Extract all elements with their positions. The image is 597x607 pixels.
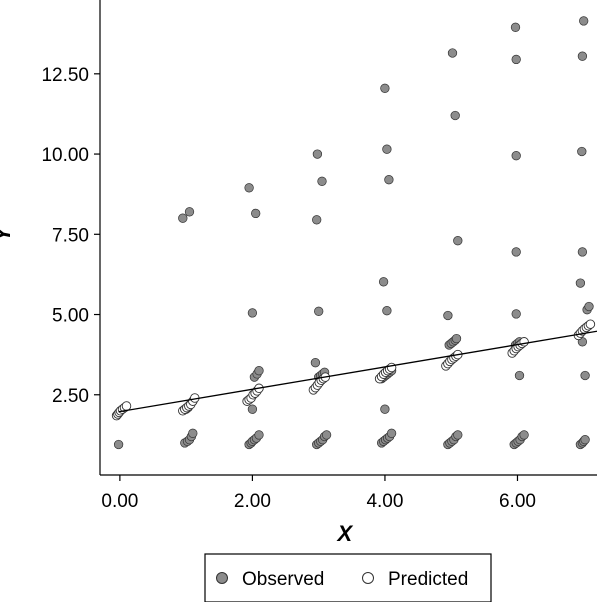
- observed-point: [575, 278, 586, 288]
- predicted-point: [121, 401, 132, 411]
- predicted-point: [519, 337, 529, 347]
- data-points: [111, 16, 596, 450]
- y-axis-label: Y: [0, 225, 15, 242]
- observed-point: [247, 404, 258, 414]
- observed-point: [380, 83, 390, 93]
- observed-point: [511, 247, 521, 257]
- observed-point: [384, 175, 394, 185]
- x-axis-label: X: [335, 521, 353, 546]
- legend-observed-label: Observed: [242, 569, 324, 590]
- observed-point: [380, 404, 390, 414]
- legend-box: [204, 553, 492, 603]
- observed-point: [451, 333, 462, 344]
- observed-point: [447, 48, 458, 58]
- x-tick-label: 0.00: [101, 491, 138, 512]
- observed-point: [254, 430, 264, 440]
- observed-point: [310, 358, 321, 368]
- observed-point: [188, 428, 198, 438]
- observed-point: [113, 439, 124, 450]
- observed-point: [382, 144, 392, 154]
- observed-point: [519, 430, 529, 440]
- observed-point: [178, 213, 188, 223]
- y-tick-label: 2.50: [52, 386, 89, 407]
- observed-point: [382, 306, 392, 316]
- observed-point: [378, 277, 389, 287]
- predicted-point: [386, 362, 397, 373]
- y-tick-label: 7.50: [52, 225, 89, 246]
- y-tick-label: 10.00: [41, 145, 89, 166]
- legend: Observed Predicted: [204, 553, 492, 603]
- observed-point: [577, 146, 587, 157]
- predicted-point: [585, 319, 596, 329]
- observed-point: [450, 110, 460, 121]
- observed-point: [184, 207, 195, 217]
- x-tick-label: 2.00: [234, 491, 271, 512]
- observed-point: [584, 301, 594, 312]
- observed-point: [312, 215, 322, 225]
- axis-labels: XY: [0, 225, 353, 546]
- legend-predicted-label: Predicted: [388, 569, 468, 590]
- observed-point: [580, 435, 590, 445]
- observed-point: [317, 176, 327, 186]
- legend-predicted-marker: [362, 572, 374, 584]
- observed-point: [443, 310, 453, 321]
- observed-point: [577, 247, 588, 257]
- observed-point: [453, 430, 463, 440]
- observed-point: [577, 51, 588, 61]
- observed-point: [453, 236, 463, 246]
- fit-line-group: [118, 330, 597, 413]
- observed-point: [314, 306, 324, 316]
- observed-point: [511, 309, 521, 319]
- x-tick-label: 4.00: [366, 491, 403, 512]
- observed-point: [511, 151, 521, 161]
- axes: [99, 0, 597, 476]
- observed-point: [511, 54, 521, 65]
- observed-point: [321, 430, 332, 440]
- observed-point: [312, 149, 323, 159]
- observed-point: [580, 370, 590, 381]
- legend-observed-marker: [216, 572, 228, 584]
- axis-ticks: 0.00 2.00 4.00 6.00 2.50 5.00 7.50 10.00 12.50: [41, 65, 536, 512]
- fit-line: [118, 330, 597, 413]
- y-tick-label: 12.50: [41, 65, 89, 86]
- observed-point: [579, 16, 589, 26]
- observed-point: [251, 208, 261, 219]
- observed-point: [514, 370, 525, 381]
- observed-point: [247, 308, 258, 318]
- observed-point: [510, 22, 521, 32]
- observed-point: [244, 183, 254, 193]
- y-tick-label: 5.00: [52, 306, 89, 327]
- observed-point: [254, 366, 264, 376]
- x-tick-label: 6.00: [499, 491, 536, 512]
- observed-point: [386, 428, 397, 438]
